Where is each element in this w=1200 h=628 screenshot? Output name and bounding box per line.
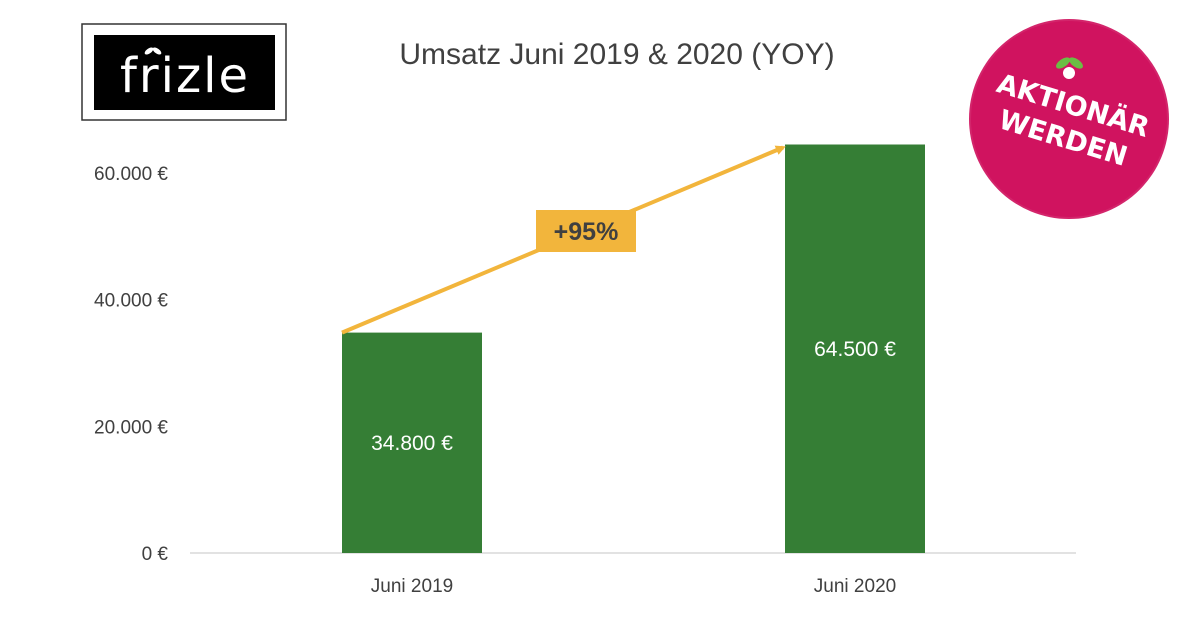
y-tick-label: 40.000 € [94, 291, 168, 312]
leaf-icon [144, 47, 162, 55]
x-axis: Juni 2019 Juni 2020 [371, 576, 896, 597]
bar [785, 144, 925, 553]
bar [342, 332, 482, 553]
leaf-icon [1056, 57, 1083, 79]
y-tick-label: 0 € [142, 544, 169, 565]
y-tick-label: 20.000 € [94, 417, 168, 438]
bar-data-label: 34.800 € [371, 432, 453, 455]
x-tick-label: Juni 2020 [814, 576, 896, 597]
bar-series: 34.800 € 64.500 € [342, 144, 925, 553]
growth-label: +95% [554, 218, 619, 246]
logo-text: frizle [120, 48, 250, 104]
x-tick-label: Juni 2019 [371, 576, 453, 597]
frizle-logo: frizle [81, 23, 287, 121]
chart-title: Umsatz Juni 2019 & 2020 (YOY) [399, 38, 834, 71]
y-tick-label: 60.000 € [94, 164, 168, 185]
aktionaer-badge[interactable]: AKTIONÄR WERDEN [967, 17, 1171, 221]
y-axis: 0 € 20.000 € 40.000 € 60.000 € [94, 164, 168, 565]
bar-data-label: 64.500 € [814, 338, 896, 361]
growth-callout: +95% [536, 210, 636, 252]
